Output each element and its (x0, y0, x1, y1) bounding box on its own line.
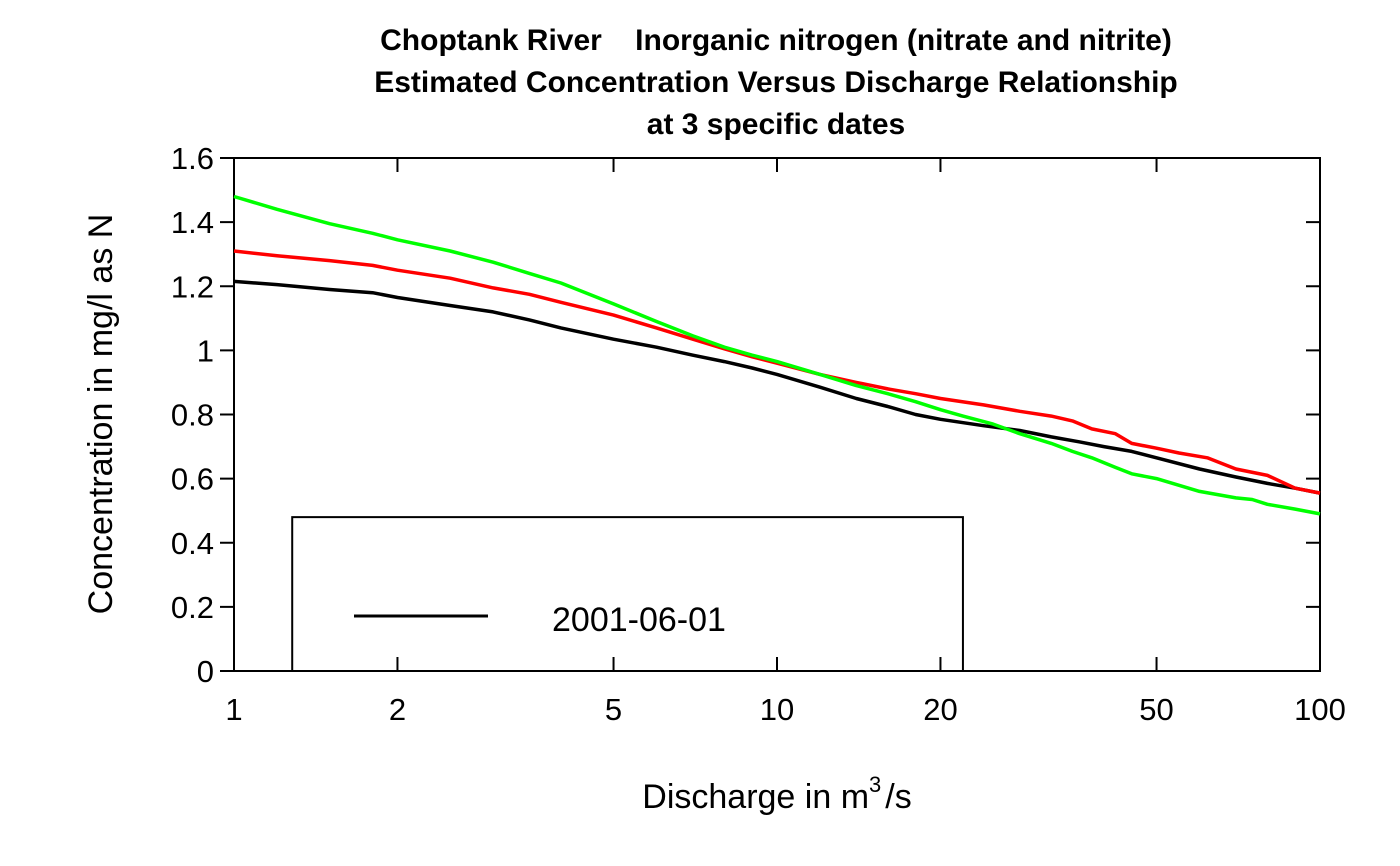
y-axis-label: Concentration in mg/l as N (82, 214, 120, 615)
y-axis: 0 0.2 0.4 0.6 0.8 1 1.2 1.4 1.6 (171, 141, 1320, 689)
x-axis-label-prefix: Discharge in m (642, 778, 869, 816)
chart-title-line-1: Choptank River Inorganic nitrogen (nitra… (380, 24, 1172, 57)
x-tick-label-20: 20 (923, 692, 957, 727)
x-tick-label-2: 2 (389, 692, 406, 727)
x-axis-label-superscript: 3 (869, 772, 881, 797)
series-line-red (233, 249, 1321, 495)
x-tick-label-1: 1 (225, 692, 242, 727)
y-tick-label-0.4: 0.4 (171, 526, 214, 561)
legend: 2001-06-01 (291, 516, 964, 671)
legend-box (291, 516, 964, 671)
y-tick-label-1.4: 1.4 (171, 205, 214, 240)
x-axis-label: Discharge in m3/s (642, 772, 911, 816)
chart-title-line-2: Estimated Concentration Versus Discharge… (374, 66, 1178, 99)
y-tick-label-1.6: 1.6 (171, 141, 214, 176)
series-line-black (233, 279, 1321, 495)
y-tick-label-1: 1 (197, 333, 214, 368)
legend-label-2001-06-01: 2001-06-01 (552, 601, 726, 639)
y-tick-label-0.2: 0.2 (171, 590, 214, 625)
y-tick-label-0.8: 0.8 (171, 398, 214, 433)
series-line-green (233, 194, 1321, 516)
x-axis-label-suffix: /s (885, 778, 911, 816)
y-tick-label-1.2: 1.2 (171, 269, 214, 304)
x-axis: 1 2 5 10 20 50 100 (225, 158, 1346, 727)
series-layer (233, 194, 1321, 516)
plot-frame (233, 157, 1321, 672)
chart-title-line-3: at 3 specific dates (647, 108, 905, 141)
x-tick-label-10: 10 (760, 692, 794, 727)
chart-title: Choptank River Inorganic nitrogen (nitra… (374, 24, 1178, 141)
x-tick-label-50: 50 (1139, 692, 1173, 727)
y-tick-label-0: 0 (197, 654, 214, 689)
y-tick-label-0.6: 0.6 (171, 462, 214, 497)
x-tick-label-100: 100 (1294, 692, 1346, 727)
x-tick-label-5: 5 (605, 692, 622, 727)
